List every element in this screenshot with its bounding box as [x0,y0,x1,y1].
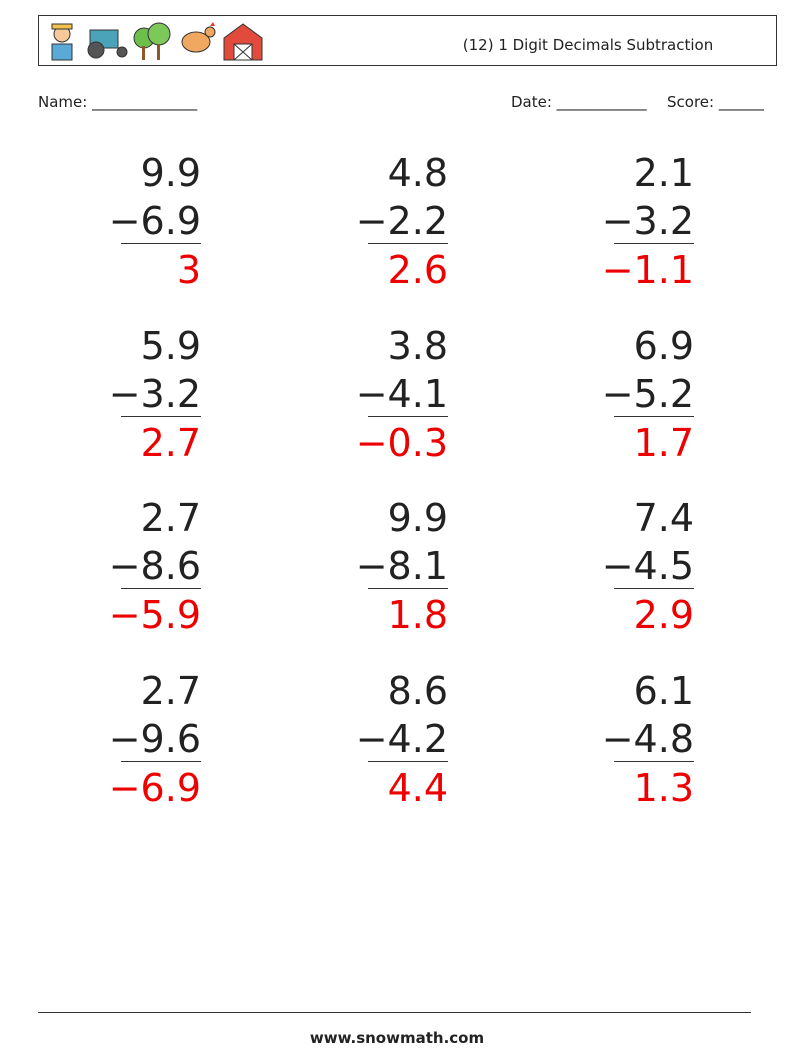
top-number: 9.9 [387,496,448,540]
score-field: Score: ______ [667,93,764,111]
answer-line [121,760,201,762]
date-field: Date: ____________ [511,93,647,111]
barn-icon [223,23,263,61]
top-number: 9.9 [140,151,201,195]
bottom-number: −4.1 [355,371,448,416]
bottom-number: −8.6 [108,544,201,588]
header-icons [51,22,263,61]
answer: 1.8 [387,593,448,637]
chicken-icon [181,22,216,53]
top-number: 4.8 [387,151,448,195]
footer-line [38,1012,751,1013]
answer: 2.6 [387,248,448,292]
bottom-number: −5.2 [601,371,694,416]
answer-line [368,588,448,589]
answer-line [121,243,201,244]
answer-line [614,415,694,417]
answer: −1.1 [601,248,694,292]
answer: 1.7 [633,420,694,465]
top-number: 5.9 [140,323,201,368]
answer-line [614,760,694,762]
answer-line [614,588,694,589]
top-number: 8.6 [387,668,448,713]
bottom-number: −6.9 [108,199,201,243]
bottom-number: −4.2 [355,716,448,761]
top-number: 2.1 [633,151,694,195]
answer: 2.9 [633,593,694,637]
top-number: 6.1 [633,668,694,713]
top-number: 3.8 [387,323,448,368]
bottom-number: −3.2 [601,199,694,243]
bottom-number: −8.1 [355,544,448,588]
answer: −6.9 [108,765,201,810]
answer-line [368,760,448,762]
top-number: 2.7 [140,668,201,713]
answer: 2.7 [140,420,201,465]
answer: −0.3 [355,420,448,465]
title: (12) 1 Digit Decimals Subtraction [462,36,714,54]
top-number: 6.9 [633,323,694,368]
name-field: Name: ______________ [38,93,198,111]
answer: 1.3 [633,765,694,810]
answer: 4.4 [387,765,448,810]
answer: 3 [176,248,201,292]
tractor-icon [87,29,128,59]
answer-line [368,415,448,417]
bottom-number: −4.5 [601,544,694,588]
answer: −5.9 [108,593,201,637]
bottom-number: −2.2 [355,199,448,243]
top-number: 7.4 [633,496,694,540]
answer-line [121,588,201,589]
bottom-number: −4.8 [601,716,694,761]
answer-line [368,243,448,244]
farmer-icon [51,23,73,61]
answer-line [121,415,201,417]
top-number: 2.7 [140,496,201,540]
trees-icon [133,22,171,60]
answer-line [614,243,694,244]
bottom-number: −9.6 [108,716,201,761]
footer-site: www.snowmath.com [309,1029,485,1047]
bottom-number: −3.2 [108,371,201,416]
header-box [38,15,777,66]
